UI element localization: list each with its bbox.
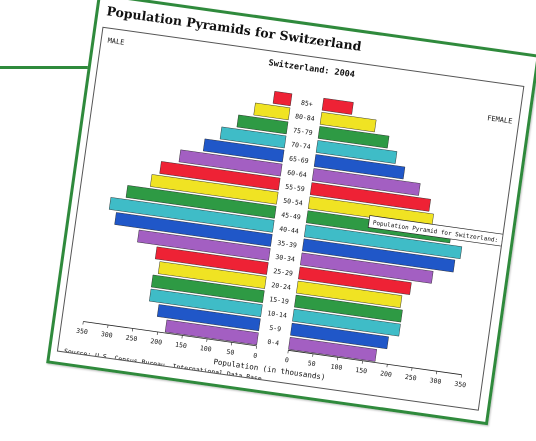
- female-bar: [309, 182, 431, 212]
- female-bar: [315, 140, 398, 164]
- female-bar: [319, 112, 377, 133]
- age-label: 0-4: [267, 338, 280, 348]
- male-side-label: MALE: [107, 37, 125, 47]
- male-bar: [125, 185, 277, 219]
- female-bar: [313, 154, 406, 180]
- female-bar: [292, 308, 401, 337]
- age-label: 20-24: [271, 281, 292, 292]
- female-bar: [321, 97, 354, 115]
- male-bar: [157, 261, 267, 289]
- male-bar: [137, 229, 271, 261]
- chart-frame: Switzerland: 2004 MALE FEMALE 0-4 5-9 10-14 15…: [56, 26, 525, 411]
- male-bar: [236, 114, 289, 135]
- female-bar: [311, 168, 421, 196]
- male-x-tick-label: 100: [199, 344, 212, 354]
- female-x-tick-label: 50: [307, 359, 316, 368]
- male-bar: [150, 174, 279, 205]
- male-x-tick-label: 50: [226, 348, 235, 357]
- female-x-tick-label: 150: [355, 366, 368, 376]
- female-x-tick-label: 200: [380, 369, 393, 379]
- male-bar: [149, 288, 263, 317]
- male-x-tick-label: 350: [76, 327, 89, 337]
- female-bar: [298, 266, 412, 295]
- female-bar: [304, 224, 463, 259]
- male-bar: [202, 138, 285, 163]
- male-x-axis: [83, 321, 257, 347]
- age-label: 45-49: [281, 211, 302, 222]
- male-bar: [114, 212, 273, 247]
- female-bar: [302, 238, 456, 273]
- female-bar: [296, 280, 403, 308]
- age-label: 15-19: [269, 295, 290, 306]
- male-bar: [154, 246, 269, 275]
- male-bar: [272, 91, 293, 107]
- green-accent-rule: [0, 66, 96, 69]
- female-bar: [300, 252, 434, 284]
- male-x-tick-label: 0: [253, 352, 258, 360]
- male-x-tick-label: 300: [100, 330, 113, 340]
- age-label: 55-59: [285, 183, 306, 194]
- age-label: 75-79: [293, 126, 314, 137]
- male-bar: [156, 304, 261, 332]
- female-x-tick-label: 100: [330, 362, 343, 372]
- female-bar: [294, 294, 403, 323]
- male-bar: [164, 319, 259, 346]
- age-label: 25-29: [273, 267, 294, 278]
- age-label: 5-9: [269, 324, 282, 334]
- age-label: 80-84: [295, 112, 316, 123]
- age-label: 30-34: [275, 253, 296, 264]
- female-bar: [290, 322, 389, 350]
- male-bar: [108, 197, 275, 233]
- female-bar: [317, 126, 390, 149]
- male-x-tick-label: 250: [125, 334, 138, 344]
- male-bar: [159, 161, 281, 191]
- pyramid-card: Population Pyramids for Switzerland Swit…: [46, 0, 536, 426]
- female-side-label: FEMALE: [487, 114, 513, 125]
- male-x-tick-label: 200: [150, 337, 163, 347]
- age-label: 60-64: [287, 169, 308, 180]
- female-x-tick-label: 300: [429, 376, 442, 386]
- female-x-tick-label: 350: [454, 380, 467, 390]
- age-label: 50-54: [283, 197, 304, 208]
- male-bar: [253, 102, 291, 121]
- female-bar: [288, 337, 377, 362]
- chart-title: Switzerland: 2004: [268, 57, 356, 80]
- female-x-tick-label: 250: [404, 373, 417, 383]
- age-label: 35-39: [277, 239, 298, 250]
- population-pyramid-chart: Switzerland: 2004 MALE FEMALE 0-4 5-9 10-14 15…: [63, 37, 516, 390]
- male-x-tick-label: 150: [175, 341, 188, 351]
- age-label: 10-14: [267, 309, 288, 320]
- male-bar: [219, 126, 287, 149]
- male-bar: [151, 274, 265, 303]
- age-label: 65-69: [289, 155, 310, 166]
- age-label: 70-74: [291, 140, 312, 151]
- male-bar: [178, 149, 283, 177]
- age-label: 85+: [300, 99, 313, 109]
- female-x-axis: [288, 349, 462, 376]
- age-label: 40-44: [279, 225, 300, 236]
- female-x-tick-label: 0: [284, 356, 289, 364]
